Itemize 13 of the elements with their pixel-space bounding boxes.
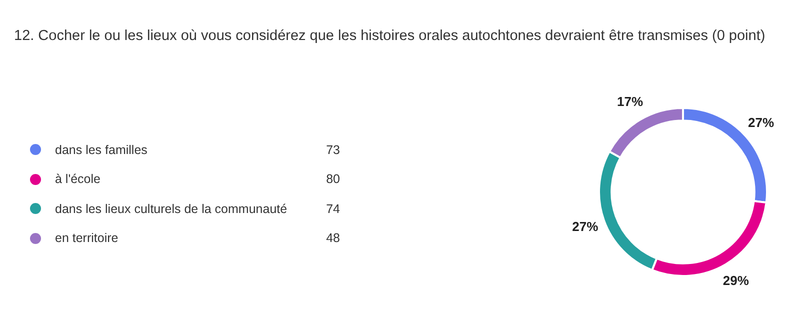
text: 48 bbox=[326, 231, 340, 246]
data-label: 27% bbox=[572, 218, 599, 234]
legend-label: dans les lieux culturels de la communauté bbox=[55, 202, 288, 216]
data-label: 17% bbox=[617, 94, 644, 110]
legend-label: à l'école bbox=[55, 172, 102, 186]
text: 80 bbox=[326, 172, 340, 186]
chart-title: 12. Cocher le ou les lieux où vous considérez que les histoires orales autochtones devraient être transmises (0 point) bbox=[14, 28, 766, 44]
text: 74 bbox=[326, 202, 340, 216]
data-label: 27% bbox=[748, 114, 774, 130]
data-label: 29% bbox=[722, 273, 750, 288]
text: 73 bbox=[326, 142, 340, 157]
legend-label: dans les familles bbox=[55, 142, 148, 157]
legend-label: en territoire bbox=[55, 231, 120, 246]
